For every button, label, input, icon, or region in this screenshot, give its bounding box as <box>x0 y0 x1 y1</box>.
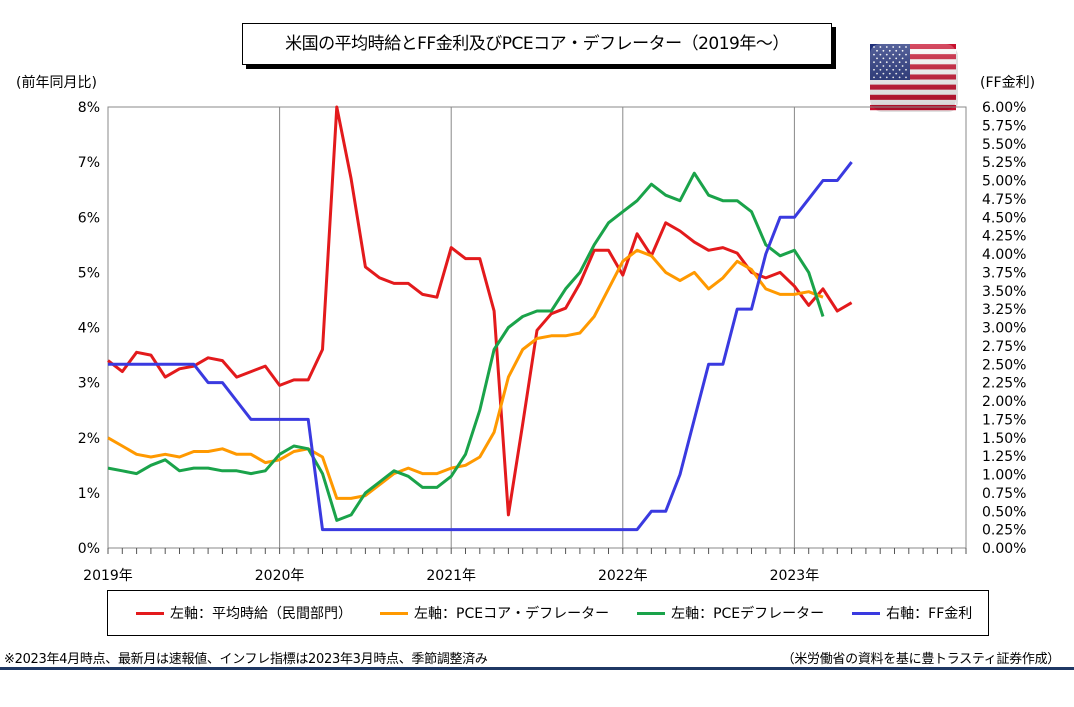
right-tick-label: 0.50% <box>982 504 1026 520</box>
right-tick-label: 5.50% <box>982 137 1026 153</box>
right-tick-label: 0.25% <box>982 523 1026 539</box>
right-tick-label: 4.00% <box>982 247 1026 263</box>
us-flag-icon <box>870 44 958 114</box>
right-tick-label: 3.50% <box>982 284 1026 300</box>
left-tick-label: 7% <box>78 155 100 171</box>
x-tick-label: 2021年 <box>426 568 476 584</box>
right-tick-label: 0.75% <box>982 486 1026 502</box>
right-tick-label: 6.00% <box>982 100 1026 116</box>
chart-legend: 左軸：平均時給（民間部門） 左軸：PCEコア・デフレーター 左軸：PCEデフレーター… <box>107 590 989 636</box>
left-tick-label: 3% <box>78 376 100 392</box>
right-tick-label: 4.25% <box>982 229 1026 245</box>
x-tick-label: 2023年 <box>770 568 820 584</box>
legend-swatch <box>136 611 164 615</box>
right-tick-label: 3.75% <box>982 265 1026 281</box>
x-tick-label: 2019年 <box>83 568 133 584</box>
right-tick-label: 2.50% <box>982 357 1026 373</box>
right-axis-title: (FF金利) <box>980 75 1036 91</box>
x-tick-label: 2022年 <box>598 568 648 584</box>
left-tick-label: 6% <box>78 210 100 226</box>
chart-title: 米国の平均時給とFF金利及びPCEコア・デフレーター（2019年～） <box>242 23 832 65</box>
left-tick-label: 1% <box>78 486 100 502</box>
legend-swatch <box>852 611 881 615</box>
legend-label: 左軸：平均時給（民間部門） <box>170 606 352 622</box>
legend-swatch <box>637 611 666 615</box>
right-tick-label: 5.25% <box>982 155 1026 171</box>
footnote: ※2023年4月時点、最新月は速報値、インフレ指標は2023年3月時点、季節調整… <box>4 652 488 667</box>
bottom-divider <box>0 667 1074 670</box>
x-tick-label: 2020年 <box>255 568 305 584</box>
right-tick-label: 3.00% <box>982 321 1026 337</box>
left-tick-label: 4% <box>78 321 100 337</box>
source-note: （米労働省の資料を基に豊トラスティ証券作成） <box>781 652 1061 667</box>
legend-label: 左軸：PCEコア・デフレーター <box>414 606 610 622</box>
right-tick-label: 1.25% <box>982 449 1026 465</box>
right-tick-label: 5.00% <box>982 174 1026 190</box>
right-tick-label: 5.75% <box>982 118 1026 134</box>
legend-item: 左軸：平均時給（民間部門） <box>136 603 352 623</box>
right-tick-label: 2.25% <box>982 376 1026 392</box>
right-tick-label: 1.00% <box>982 468 1026 484</box>
left-tick-label: 0% <box>78 541 100 557</box>
legend-label: 左軸：PCEデフレーター <box>671 606 825 622</box>
right-tick-label: 2.00% <box>982 394 1026 410</box>
series-line-2 <box>107 248 824 500</box>
right-tick-label: 1.75% <box>982 412 1026 428</box>
plot-frame <box>107 106 967 549</box>
series-line-1 <box>107 105 853 517</box>
right-tick-label: 2.75% <box>982 339 1026 355</box>
legend-item: 右軸：FF金利 <box>852 603 972 623</box>
right-tick-label: 4.50% <box>982 210 1026 226</box>
line-chart: 2019年 2020年 2021年 2022年 2023年 0% 1% 2% 3% 4% 5% 6% 7… <box>78 100 1027 584</box>
left-tick-label: 2% <box>78 431 100 447</box>
right-tick-label: 3.25% <box>982 302 1026 318</box>
series-line-3 <box>107 171 825 522</box>
right-tick-label: 1.50% <box>982 431 1026 447</box>
legend-swatch <box>380 611 408 615</box>
left-tick-label: 5% <box>78 265 100 281</box>
right-tick-label: 4.75% <box>982 192 1026 208</box>
legend-item: 左軸：PCEデフレーター <box>637 603 824 623</box>
right-tick-label: 0.00% <box>982 541 1026 557</box>
left-tick-label: 8% <box>78 100 100 116</box>
legend-item: 左軸：PCEコア・デフレーター <box>380 603 609 623</box>
series-line-4 <box>108 161 853 532</box>
left-axis-title: (前年同月比) <box>16 75 97 91</box>
legend-label: 右軸：FF金利 <box>886 606 973 622</box>
